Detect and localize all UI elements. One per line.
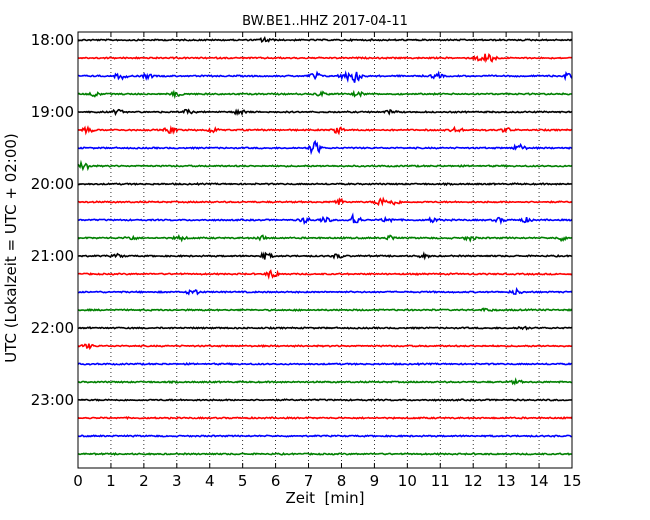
trace-line xyxy=(77,415,573,420)
y-tick-label: 22:00 xyxy=(31,319,74,337)
trace-line xyxy=(77,377,572,386)
x-axis-ticks: 0 1 2 3 4 5 6 7 8 9 10 11 12 13 14 15 xyxy=(73,32,582,490)
chart-title: BW.BE1..HHZ 2017-04-11 xyxy=(242,14,408,29)
trace-line xyxy=(77,343,573,351)
grid xyxy=(110,32,540,468)
x-tick-label: 7 xyxy=(304,472,314,490)
trace-line xyxy=(77,108,573,117)
trace-line xyxy=(77,89,573,100)
trace-line xyxy=(77,286,573,296)
y-axis-ticks: 18:00 19:00 20:00 21:00 22:00 23:00 xyxy=(31,31,572,409)
trace-line xyxy=(77,434,573,438)
x-tick-label: 10 xyxy=(398,472,417,490)
x-tick-label: 0 xyxy=(73,472,83,490)
x-tick-label: 6 xyxy=(271,472,281,490)
trace-line xyxy=(77,251,573,261)
trace-line xyxy=(77,70,573,83)
x-tick-label: 3 xyxy=(172,472,182,490)
x-tick-label: 11 xyxy=(431,472,450,490)
trace-line xyxy=(77,212,573,226)
trace-line xyxy=(77,159,573,172)
x-tick-label: 8 xyxy=(337,472,347,490)
trace-line xyxy=(77,35,573,44)
x-tick-label: 13 xyxy=(497,472,516,490)
trace-line xyxy=(77,452,573,457)
traces xyxy=(77,35,573,457)
y-tick-label: 23:00 xyxy=(31,391,74,409)
y-axis-label: UTC (Lokalzeit = UTC + 02:00) xyxy=(2,133,20,363)
y-tick-label: 19:00 xyxy=(31,103,74,121)
trace-line xyxy=(77,125,573,136)
y-tick-label: 21:00 xyxy=(31,247,74,265)
trace-line xyxy=(77,52,573,64)
trace-line xyxy=(77,233,573,243)
trace-line xyxy=(77,196,573,207)
trace-line xyxy=(78,269,573,280)
x-axis-label: Zeit [min] xyxy=(285,489,364,507)
x-tick-label: 12 xyxy=(464,472,483,490)
x-tick-label: 5 xyxy=(238,472,248,490)
x-tick-label: 9 xyxy=(370,472,380,490)
y-tick-label: 18:00 xyxy=(31,31,74,49)
trace-line xyxy=(77,182,573,187)
trace-line xyxy=(77,398,573,402)
y-tick-label: 20:00 xyxy=(31,175,74,193)
trace-line xyxy=(77,139,573,156)
x-tick-label: 1 xyxy=(106,472,116,490)
trace-line xyxy=(77,362,573,366)
trace-line xyxy=(77,307,573,313)
x-tick-label: 2 xyxy=(139,472,149,490)
x-tick-label: 14 xyxy=(530,472,549,490)
trace-line xyxy=(77,325,573,331)
x-tick-label: 4 xyxy=(205,472,215,490)
plot-frame xyxy=(77,31,573,469)
x-tick-label: 15 xyxy=(562,472,581,490)
